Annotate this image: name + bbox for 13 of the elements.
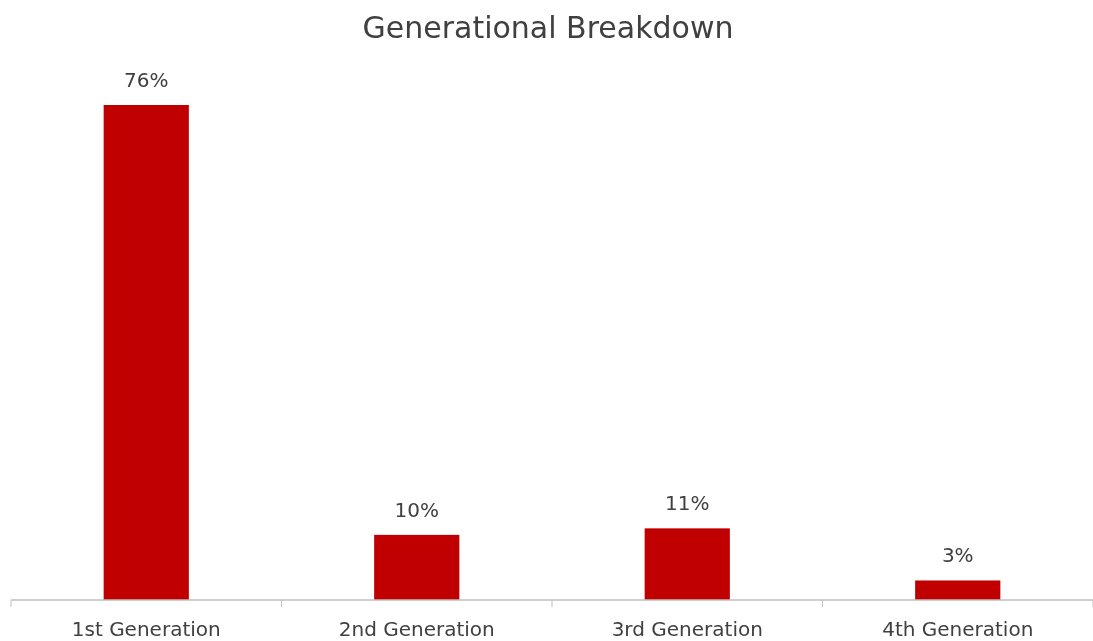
data-label: 11% [665,491,710,516]
x-tick-label: 3rd Generation [611,617,763,641]
bar [644,528,730,600]
data-label: 3% [941,543,974,568]
x-tick-label: 2nd Generation [338,617,495,641]
bar [103,105,189,600]
data-label: 10% [394,497,439,522]
bar [915,580,1001,600]
chart-title: Generational Breakdown [362,10,734,45]
bar [374,534,460,600]
x-tick-label: 4th Generation [882,617,1034,641]
data-label: 76% [124,68,169,92]
x-tick-label: 1st Generation [71,617,221,641]
